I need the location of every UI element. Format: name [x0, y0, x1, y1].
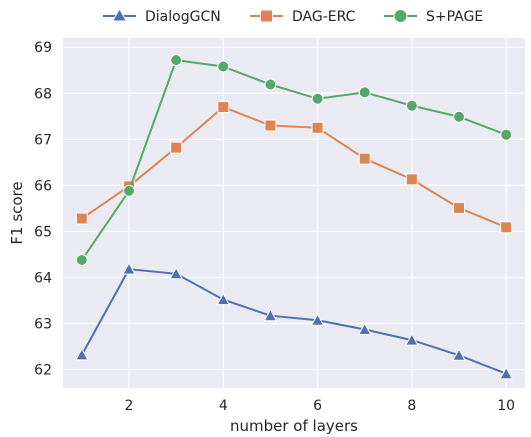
circle-icon	[393, 9, 408, 23]
data-point-s-page	[217, 60, 230, 73]
x-axis-label: number of layers	[230, 417, 358, 435]
data-point-dialoggcn	[405, 333, 419, 346]
x-tick-label: 4	[219, 398, 228, 414]
legend-label-s-page: S+PAGE	[426, 9, 483, 25]
data-point-s-page	[123, 184, 135, 197]
data-point-dialoggcn	[216, 292, 231, 306]
y-tick-label: 65	[34, 224, 52, 240]
legend-label-dag-erc: DAG-ERC	[292, 9, 356, 25]
y-axis-label: F1 score	[8, 181, 26, 244]
data-point-dialoggcn	[499, 366, 513, 380]
series-dag-erc	[75, 101, 513, 234]
legend-label-dialoggcn: DialogGCN	[145, 9, 221, 25]
series-line-dialoggcn	[80, 268, 507, 375]
data-point-dialoggcn	[263, 308, 278, 322]
data-point-dag-erc	[453, 201, 465, 214]
data-point-dag-erc	[217, 101, 230, 114]
y-tick-label: 69	[34, 40, 52, 56]
plot-background	[63, 38, 525, 388]
y-tick-label: 63	[34, 317, 52, 333]
square-icon	[260, 9, 273, 23]
x-tick-label: 2	[125, 398, 134, 414]
data-point-dag-erc	[170, 141, 183, 154]
data-point-dag-erc	[311, 121, 324, 134]
data-point-dag-erc	[264, 119, 277, 132]
data-point-dialoggcn	[357, 322, 372, 336]
triangle-icon	[111, 8, 128, 22]
legend-item-s-page: S+PAGE	[384, 9, 483, 25]
data-point-dag-erc	[405, 173, 418, 186]
legend: DialogGCN DAG-ERC S+PAGE	[103, 8, 483, 25]
data-point-s-page	[500, 128, 513, 141]
data-point-dialoggcn	[169, 266, 183, 280]
data-point-dialoggcn	[122, 262, 136, 275]
series-layer	[75, 54, 513, 380]
legend-item-dag-erc: DAG-ERC	[250, 9, 356, 25]
data-point-s-page	[75, 253, 88, 266]
data-point-s-page	[264, 78, 277, 91]
y-tick-label: 64	[34, 270, 52, 286]
x-tick-label: 8	[407, 398, 416, 414]
y-tick-label: 62	[34, 363, 52, 379]
x-tick-label: 6	[313, 398, 322, 414]
data-point-dialoggcn	[452, 348, 466, 361]
y-tick-label: 68	[34, 86, 52, 102]
data-point-s-page	[358, 86, 371, 99]
series-dialoggcn	[75, 262, 513, 380]
series-line-dag-erc	[81, 105, 507, 229]
data-point-dialoggcn	[75, 347, 89, 361]
data-point-dag-erc	[500, 221, 513, 234]
data-point-s-page	[453, 110, 465, 123]
legend-item-dialoggcn: DialogGCN	[103, 8, 221, 25]
y-tick-label: 67	[34, 132, 52, 148]
y-tick-label: 66	[34, 178, 52, 194]
series-s-page	[75, 54, 513, 266]
x-tick-label: 10	[497, 398, 515, 414]
data-point-dag-erc	[75, 212, 88, 225]
series-line-s-page	[81, 59, 507, 261]
data-point-s-page	[311, 92, 324, 105]
data-point-dag-erc	[358, 152, 371, 165]
data-point-dialoggcn	[310, 313, 325, 326]
data-point-s-page	[170, 54, 183, 67]
data-point-s-page	[405, 99, 418, 112]
